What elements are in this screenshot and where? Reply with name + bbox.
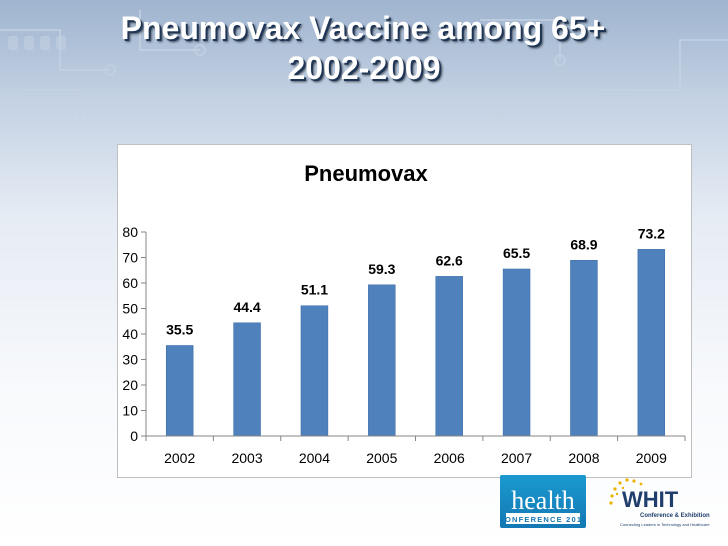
y-tick-label: 20 (122, 377, 138, 393)
x-tick-label-2007: 2007 (501, 450, 532, 466)
x-tick-label-2008: 2008 (568, 450, 599, 466)
whit-logo-text: WHIT (622, 487, 679, 512)
y-tick-label: 70 (122, 250, 138, 266)
data-label-2009: 73.2 (638, 225, 665, 241)
y-tick-label: 80 (122, 224, 138, 240)
y-tick-label: 0 (130, 428, 138, 444)
bar-2003 (233, 322, 261, 437)
bar-chart: Pneumovax 0 10 20 30 40 50 60 70 80 35.5 44.4 51.1… (122, 161, 686, 466)
bar-2006 (435, 276, 463, 437)
health-logo-text: health (511, 486, 575, 515)
circuit-background-decoration (0, 10, 728, 120)
data-label-2008: 68.9 (570, 236, 597, 252)
data-label-2002: 35.5 (166, 321, 193, 337)
chart-title: Pneumovax (304, 161, 428, 186)
x-tick-label-2003: 2003 (231, 450, 262, 466)
health-logo-subtext: CONFERENCE 2010 (500, 515, 586, 524)
sunburst-icon (609, 478, 643, 505)
y-tick-label: 50 (122, 301, 138, 317)
data-label-2003: 44.4 (233, 299, 260, 315)
x-tick-label-2002: 2002 (164, 450, 195, 466)
data-label-2007: 65.5 (503, 245, 530, 261)
slide-title: Pneumovax Vaccine among 65+ 2002-2009 (0, 8, 728, 88)
bar-2005 (368, 284, 396, 437)
data-label-2005: 59.3 (368, 261, 395, 277)
y-tick-label: 30 (122, 352, 138, 368)
bar-2008 (570, 260, 598, 437)
x-tick-label-2006: 2006 (434, 450, 465, 466)
whit-logo-sub2: Connecting Leaders in Technology and Hea… (620, 522, 710, 527)
data-label-2006: 62.6 (436, 252, 463, 268)
y-tick-label: 10 (122, 403, 138, 419)
bar-2009 (637, 249, 666, 437)
whit-logo-sub1: Conference & Exhibition (640, 513, 710, 519)
x-tick-label-2009: 2009 (636, 450, 667, 466)
whit-conference-logo: WHIT Conference & Exhibition Connecting … (606, 475, 720, 530)
x-tick-label-2005: 2005 (366, 450, 397, 466)
health-conference-logo: health CONFERENCE 2010 (498, 475, 586, 528)
slide-title-line1: Pneumovax Vaccine among 65+ (120, 10, 606, 46)
y-tick-label: 40 (122, 326, 138, 342)
bar-2004 (300, 305, 329, 437)
data-label-2004: 51.1 (301, 282, 328, 298)
x-tick-label-2004: 2004 (299, 450, 330, 466)
slide-title-line2: 2002-2009 (287, 50, 441, 86)
bar-2002 (165, 345, 194, 437)
bar-2007 (502, 268, 531, 437)
y-tick-label: 60 (122, 275, 138, 291)
chart-container: Pneumovax 0 10 20 30 40 50 60 70 80 35.5 44.4 51.1… (117, 144, 692, 478)
